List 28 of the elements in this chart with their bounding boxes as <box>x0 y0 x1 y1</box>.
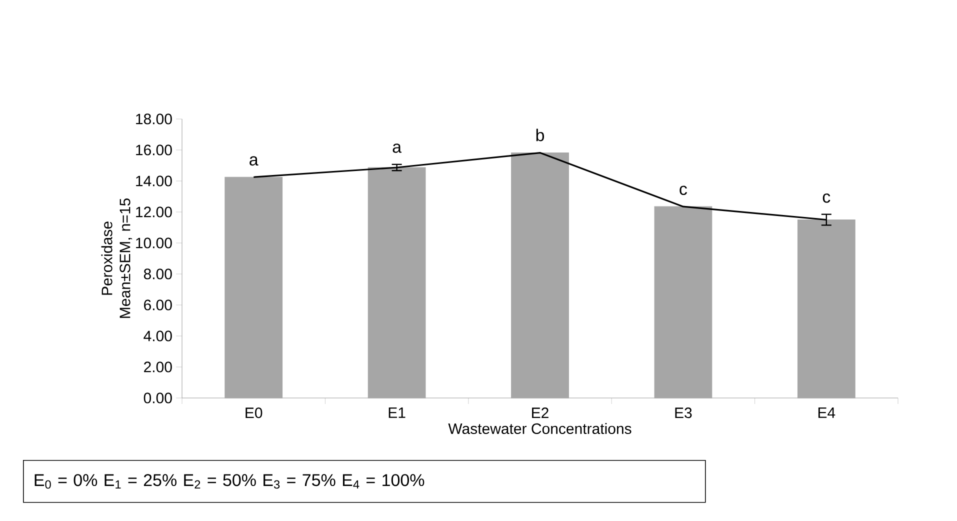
y-tick-label: 6.00 <box>144 300 172 310</box>
x-tick-label: E4 <box>818 408 836 418</box>
y-axis-title: Peroxidase Mean±SEM, n=15 <box>101 198 132 318</box>
y-tick-label: 10.00 <box>136 238 172 248</box>
y-tick-label: 2.00 <box>144 362 172 372</box>
y-tick-label: 14.00 <box>136 176 172 186</box>
x-tick-label: E1 <box>388 408 406 418</box>
bar <box>224 176 283 398</box>
y-tick-label: 8.00 <box>144 268 172 280</box>
x-tick-label: E2 <box>532 408 548 418</box>
text: E$_{0}$ = 0% E$_{1}$ = 25% E$_{2}$ = 50% E$_{3}$ = 75% E$_{4}$ = 100% <box>34 474 424 489</box>
x-axis-title: Wastewater Concentrations <box>448 423 632 434</box>
annotation: c <box>680 186 687 196</box>
x-tick-label: E0 <box>246 408 262 418</box>
y-tick-label: 16.00 <box>136 144 172 156</box>
x-tick-label: E3 <box>675 408 692 418</box>
y-tick-label: 4.00 <box>144 330 172 342</box>
y-tick-label: 0.00 <box>144 392 172 404</box>
annotation: c <box>822 193 830 203</box>
annotation: a <box>392 144 402 153</box>
bar <box>368 167 426 398</box>
bar <box>511 152 569 398</box>
bar <box>654 206 712 398</box>
y-tick-label: 12.00 <box>136 206 172 218</box>
bar <box>797 219 856 398</box>
annotation: b <box>536 128 544 142</box>
annotation: a <box>250 156 258 166</box>
y-tick-label: 18.00 <box>136 114 172 124</box>
